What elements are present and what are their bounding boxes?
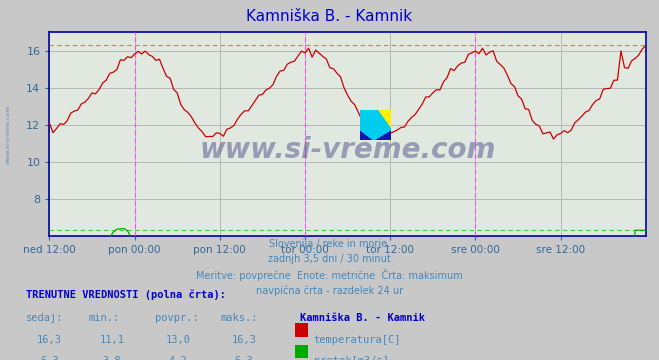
Text: 6,3: 6,3 (235, 356, 253, 360)
Text: 4,2: 4,2 (169, 356, 187, 360)
Text: Kamniška B. - Kamnik: Kamniška B. - Kamnik (300, 313, 425, 323)
Text: povpr.:: povpr.: (155, 313, 198, 323)
Text: min.:: min.: (89, 313, 120, 323)
Text: maks.:: maks.: (221, 313, 258, 323)
Text: temperatura[C]: temperatura[C] (314, 335, 401, 345)
Text: 11,1: 11,1 (100, 335, 125, 345)
Text: www.si-vreme.com: www.si-vreme.com (200, 136, 496, 165)
Text: 3,8: 3,8 (103, 356, 121, 360)
Polygon shape (370, 109, 391, 130)
Text: Slovenija / reke in morje.
zadnjh 3,5 dni / 30 minut
Meritve: povprečne  Enote: : Slovenija / reke in morje. zadnjh 3,5 dn… (196, 239, 463, 297)
Text: pretok[m3/s]: pretok[m3/s] (314, 356, 389, 360)
Text: Kamniška B. - Kamnik: Kamniška B. - Kamnik (246, 9, 413, 24)
Text: sedaj:: sedaj: (26, 313, 64, 323)
Polygon shape (360, 109, 391, 140)
Text: TRENUTNE VREDNOSTI (polna črta):: TRENUTNE VREDNOSTI (polna črta): (26, 290, 226, 300)
Text: 13,0: 13,0 (165, 335, 190, 345)
Text: 6,3: 6,3 (40, 356, 59, 360)
Text: 16,3: 16,3 (37, 335, 62, 345)
Text: 16,3: 16,3 (231, 335, 256, 345)
Text: www.si-vreme.com: www.si-vreme.com (5, 104, 11, 164)
